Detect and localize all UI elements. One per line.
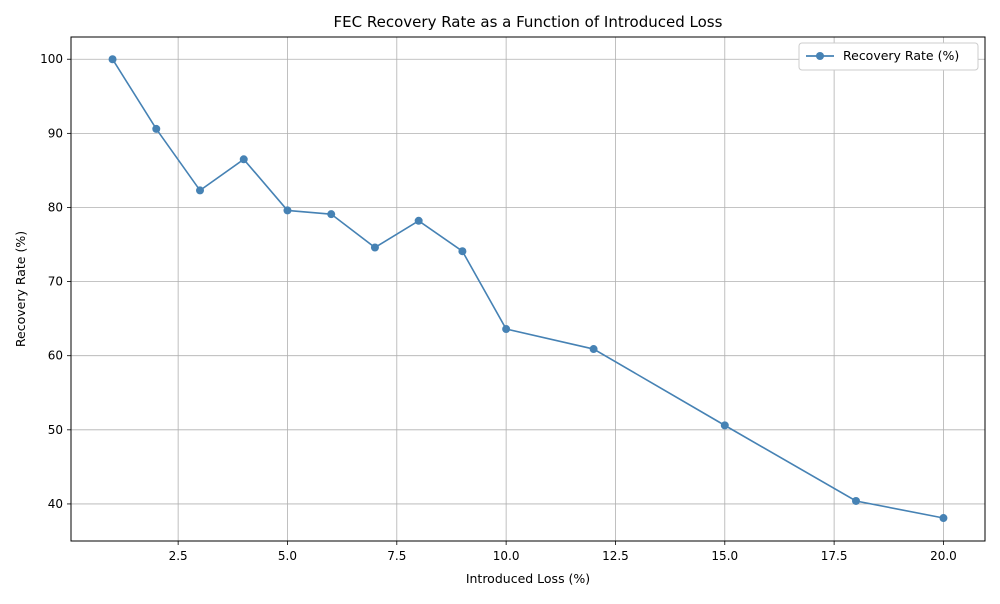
y-tick-label: 40 [48,497,63,511]
series-line [111,58,944,519]
legend-marker-sample [816,52,824,60]
data-point [458,247,467,256]
data-point [589,345,598,354]
grid-lines [71,37,985,541]
series-layer [108,55,948,523]
x-tick-label: 5.0 [278,549,297,563]
data-point [152,124,161,133]
x-tick-label: 15.0 [711,549,738,563]
x-tick-label: 7.5 [387,549,406,563]
data-point [327,210,336,219]
legend-box [798,42,979,71]
x-tick-label: 10.0 [493,549,520,563]
data-point [370,243,379,252]
chart-title: FEC Recovery Rate as a Function of Intro… [334,13,723,31]
axis-ticks: 2.5 5.0 7.5 10.0 12.5 15.0 17.5 20.0 40 50 60 70 80 9… [40,52,957,563]
x-tick-label: 20.0 [930,549,957,563]
legend-label: Recovery Rate (%) [843,48,959,63]
data-point [939,514,948,523]
y-tick-label: 80 [48,200,63,214]
x-tick-label: 2.5 [169,549,188,563]
data-point [108,55,117,64]
x-tick-label: 17.5 [821,549,848,563]
data-point [414,216,423,225]
data-point [196,186,205,195]
data-point [239,155,248,164]
y-tick-label: 60 [48,349,63,363]
x-axis-label: Introduced Loss (%) [466,571,590,586]
data-point [502,325,511,334]
plot-frame [70,36,986,542]
x-tick-label: 12.5 [602,549,629,563]
legend: Recovery Rate (%) [798,42,979,71]
data-point [720,421,729,430]
y-tick-label: 70 [48,275,63,289]
data-point [283,206,292,215]
data-point [851,496,860,505]
y-tick-label: 50 [48,423,63,437]
y-axis-label: Recovery Rate (%) [13,231,28,347]
y-tick-label: 90 [48,126,63,140]
y-tick-label: 100 [40,52,63,66]
